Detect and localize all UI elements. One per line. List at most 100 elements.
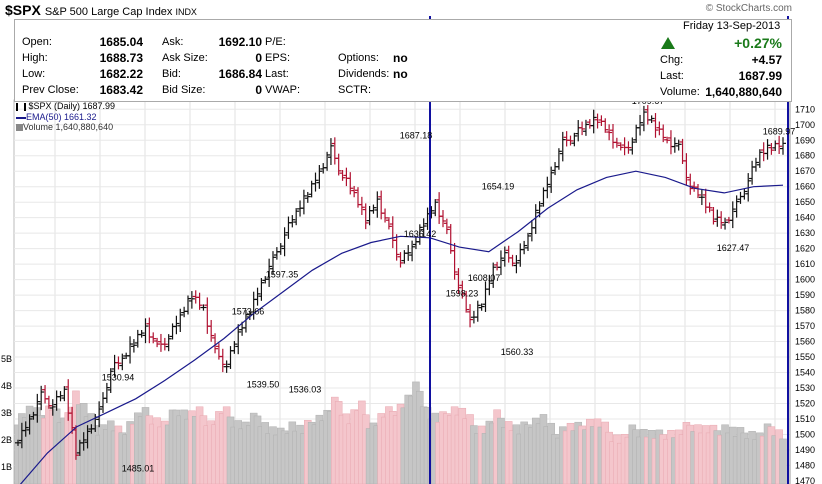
- ohlc-bar: [440, 210, 446, 228]
- price-annotation: 1485.01: [122, 464, 155, 474]
- price-annotation: 1597.35: [266, 270, 299, 280]
- price-tick-label: 1680: [795, 151, 815, 161]
- symbol: $SPX: [5, 2, 41, 18]
- ohlc-bar: [57, 391, 64, 402]
- ohlc-bar: [420, 218, 427, 238]
- bid-value: 1686.84: [218, 67, 262, 81]
- ohlc-bar: [405, 245, 412, 261]
- low-label: Low:: [22, 68, 46, 80]
- ohlc-bar: [467, 304, 474, 328]
- price-tick-label: 1570: [795, 321, 815, 331]
- ohlc-bar: [559, 131, 566, 162]
- chg-label: Chg:: [660, 54, 684, 66]
- ohlc-bar: [702, 188, 709, 214]
- ohlc-bar: [563, 131, 570, 147]
- legend-price-text: $SPX (Daily) 1687.99: [28, 101, 116, 111]
- price-annotation: 1627.47: [717, 243, 750, 253]
- ohlc-bar: [165, 334, 172, 352]
- price-tick-label: 1690: [795, 135, 815, 145]
- price-tick-label: 1530: [795, 383, 815, 393]
- ohlc-bar: [69, 406, 76, 434]
- last2-label: Last:: [660, 70, 684, 82]
- ohlc-bar: [718, 211, 725, 229]
- ohlc-bar: [687, 173, 694, 195]
- price-annotation: 1687.18: [400, 131, 433, 141]
- ohlc-bar: [242, 309, 249, 333]
- ohlc-bar: [752, 157, 759, 172]
- ohlc-bar: [667, 130, 674, 155]
- dividends-label: Dividends:: [338, 68, 390, 80]
- ohlc-bar: [393, 234, 400, 261]
- ohlc-bar: [637, 114, 644, 136]
- ohlc-bar: [378, 190, 385, 220]
- last-label: Last:: [265, 68, 289, 80]
- ohlc-bar: [351, 185, 358, 198]
- ohlc-bar: [451, 242, 458, 280]
- legend-volume-text: Volume 1,640,880,640: [23, 122, 114, 132]
- ohlc-bars: [15, 105, 786, 460]
- ohlc-bar: [324, 151, 331, 171]
- ohlc-bar: [26, 414, 33, 435]
- ohlc-bar: [150, 332, 157, 344]
- ohlc-bar: [613, 137, 620, 148]
- ohlc-bar: [127, 336, 134, 364]
- price-annotation: 1539.50: [247, 379, 280, 389]
- ohlc-bar: [640, 105, 647, 132]
- ohlc-bar: [300, 189, 307, 215]
- ohlc-bar: [382, 208, 389, 223]
- ohlc-bar: [544, 176, 551, 199]
- ohlc-bar: [722, 217, 729, 230]
- volume-tick-label: 3B: [1, 408, 12, 418]
- ohlc-bar: [196, 292, 203, 310]
- quote-date: Friday 13-Sep-2013: [683, 20, 781, 32]
- ohlc-bar: [49, 399, 56, 416]
- options-label: Options:: [338, 52, 379, 64]
- ohlc-bar: [289, 215, 296, 228]
- ohlc-bar: [61, 386, 68, 402]
- open-value: 1685.04: [99, 35, 143, 49]
- ask-value: 1692.10: [218, 35, 262, 49]
- ohlc-bar: [154, 337, 161, 348]
- ohlc-bar: [660, 124, 667, 143]
- ohlc-bar: [38, 385, 45, 411]
- ohlc-bar: [648, 115, 655, 124]
- ohlc-bar: [200, 304, 207, 311]
- price-tick-label: 1670: [795, 166, 815, 176]
- price-tick-label: 1560: [795, 337, 815, 347]
- ohlc-bar: [525, 232, 531, 251]
- ohlc-bar: [497, 250, 504, 276]
- ohlc-bar: [45, 395, 52, 409]
- price-annotation: 1636.42: [404, 229, 437, 239]
- ohlc-bar: [157, 333, 164, 352]
- ohlc-bar: [617, 142, 624, 151]
- bid-size-label: Bid Size:: [162, 84, 206, 96]
- ohlc-bar: [478, 303, 485, 311]
- ohlc-bar: [115, 356, 122, 370]
- price-tick-label: 1500: [795, 429, 815, 439]
- ema-line: [19, 170, 784, 484]
- ohlc-bar: [34, 393, 41, 423]
- ohlc-bar: [532, 204, 539, 234]
- ohlc-bar: [602, 118, 609, 133]
- price-annotation: 1530.94: [102, 373, 135, 383]
- ohlc-bar: [494, 261, 501, 271]
- volume-tick-label: 4B: [1, 381, 12, 391]
- ohlc-bar: [528, 220, 535, 242]
- dividends-value: no: [393, 67, 408, 81]
- ohlc-bar: [571, 132, 578, 147]
- ohlc-bar: [358, 196, 365, 215]
- ohlc-bar: [447, 224, 454, 254]
- up-arrow-icon: [661, 37, 675, 49]
- volume-bars: [14, 381, 787, 484]
- ohlc-bar: [277, 243, 284, 255]
- prev-close-label: Prev Close:: [22, 84, 79, 96]
- ohlc-bar: [675, 139, 682, 151]
- ohlc-bar: [710, 206, 717, 225]
- ohlc-bar: [80, 432, 87, 451]
- ohlc-bar: [567, 135, 574, 146]
- price-tick-label: 1710: [795, 104, 815, 114]
- legend-ema: EMA(50) 1661.32: [16, 112, 97, 122]
- ohlc-bar: [103, 382, 110, 403]
- last2-value: 1687.99: [738, 69, 782, 83]
